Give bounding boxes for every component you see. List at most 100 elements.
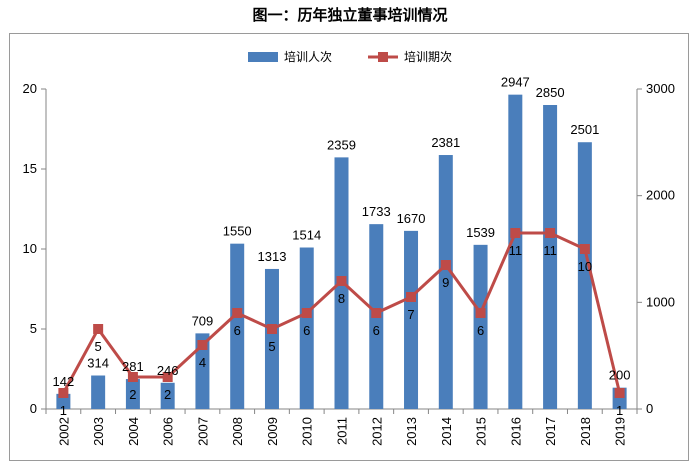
bar xyxy=(160,382,175,409)
line-value-label: 7 xyxy=(407,307,414,322)
bar xyxy=(577,142,592,409)
legend-line-label: 培训期次 xyxy=(404,49,452,64)
line-value-label: 9 xyxy=(442,275,449,290)
left-tick-label: 10 xyxy=(23,241,37,256)
bar xyxy=(473,244,488,409)
left-tick-label: 5 xyxy=(30,321,37,336)
bar-value-label: 709 xyxy=(192,313,214,328)
bar-value-label: 2381 xyxy=(431,135,460,150)
bar-value-label: 142 xyxy=(53,374,75,389)
line-marker xyxy=(475,308,486,318)
x-tick-label: 2002 xyxy=(56,417,71,446)
bar-value-label: 1313 xyxy=(258,249,287,264)
line-marker xyxy=(197,340,208,350)
line-marker xyxy=(336,276,347,286)
bar-value-label: 1550 xyxy=(223,224,252,239)
right-tick-label: 3000 xyxy=(646,81,675,96)
bar xyxy=(404,230,419,409)
bar-value-label: 2359 xyxy=(327,137,356,152)
legend-line-marker xyxy=(378,52,388,62)
chart-title: 图一：历年独立董事培训情况 xyxy=(252,6,448,24)
x-tick-label: 2010 xyxy=(300,417,315,446)
bar xyxy=(264,268,279,409)
left-tick-label: 0 xyxy=(30,401,37,416)
chart-frame xyxy=(9,33,689,461)
line-marker xyxy=(510,228,521,238)
line-marker xyxy=(545,228,556,238)
bar-value-label: 2501 xyxy=(570,122,599,137)
x-tick-label: 2017 xyxy=(543,417,558,446)
line-value-label: 5 xyxy=(95,339,102,354)
bar-value-label: 1539 xyxy=(466,225,495,240)
line-value-label: 2 xyxy=(164,387,171,402)
legend-bar-label: 培训人次 xyxy=(284,49,332,64)
x-tick-label: 2009 xyxy=(265,417,280,446)
line-value-label: 11 xyxy=(543,243,557,258)
line-series xyxy=(58,228,625,398)
line-marker xyxy=(440,260,451,270)
bar-value-label: 246 xyxy=(157,363,179,378)
x-tick-label: 2013 xyxy=(404,417,419,446)
x-tick-label: 2006 xyxy=(161,417,176,446)
bar-value-label: 314 xyxy=(87,356,109,371)
bar xyxy=(299,247,314,409)
line-marker xyxy=(232,308,243,318)
line-marker xyxy=(266,324,277,334)
right-tick-label: 2000 xyxy=(646,188,675,203)
left-tick-label: 20 xyxy=(23,81,37,96)
x-tick-label: 2007 xyxy=(195,417,210,446)
bar xyxy=(438,155,453,409)
line-value-label: 6 xyxy=(373,323,380,338)
line-value-label: 1 xyxy=(60,403,67,418)
bar xyxy=(543,105,558,409)
line-marker xyxy=(579,244,590,254)
bar-value-label: 2947 xyxy=(501,75,530,90)
bar-value-label: 1670 xyxy=(397,211,426,226)
bar xyxy=(195,333,210,409)
x-tick-label: 2016 xyxy=(508,417,523,446)
left-tick-label: 15 xyxy=(23,161,37,176)
bar xyxy=(125,379,140,409)
line-value-label: 6 xyxy=(477,323,484,338)
bar-value-label: 1733 xyxy=(362,204,391,219)
x-tick-label: 2018 xyxy=(578,417,593,446)
line-value-label: 4 xyxy=(199,355,206,370)
bar-value-label: 2850 xyxy=(536,85,565,100)
bar xyxy=(508,94,523,410)
line-value-label: 10 xyxy=(578,259,592,274)
line-marker xyxy=(371,308,382,318)
line-marker xyxy=(614,388,625,398)
x-tick-label: 2003 xyxy=(91,417,106,446)
legend-bar-swatch xyxy=(248,52,278,62)
bar-value-label: 200 xyxy=(609,368,631,383)
x-tick-label: 2012 xyxy=(369,417,384,446)
line-marker xyxy=(93,324,104,334)
line-value-label: 6 xyxy=(303,323,310,338)
bar-value-label: 281 xyxy=(122,359,144,374)
right-tick-label: 1000 xyxy=(646,294,675,309)
bar-value-label: 1514 xyxy=(292,228,321,243)
line-marker xyxy=(58,388,69,398)
line-marker xyxy=(301,308,312,318)
line-value-label: 8 xyxy=(338,291,345,306)
line-value-label: 11 xyxy=(509,243,523,258)
x-tick-label: 2004 xyxy=(126,417,141,446)
x-tick-label: 2015 xyxy=(474,417,489,446)
line-value-label: 5 xyxy=(268,339,275,354)
x-tick-label: 2008 xyxy=(230,417,245,446)
legend: 培训人次 培训期次 xyxy=(248,49,452,64)
bar xyxy=(91,375,106,409)
right-tick-label: 0 xyxy=(646,401,653,416)
line-value-label: 2 xyxy=(129,387,136,402)
line-marker xyxy=(406,292,417,302)
x-tick-label: 2011 xyxy=(335,417,350,445)
line-marker xyxy=(162,372,173,382)
line-value-label: 6 xyxy=(234,323,241,338)
line-marker xyxy=(127,372,138,382)
x-tick-label: 2019 xyxy=(613,417,628,446)
bar xyxy=(230,243,245,409)
x-tick-label: 2014 xyxy=(439,417,454,446)
